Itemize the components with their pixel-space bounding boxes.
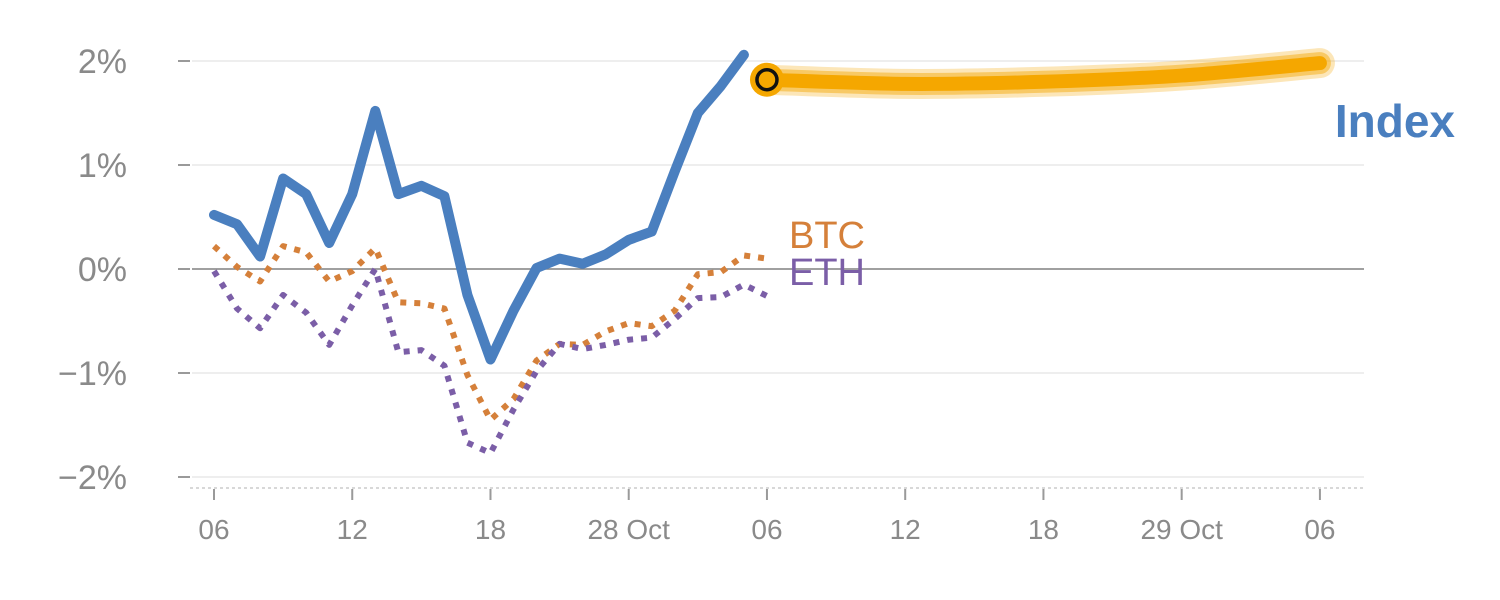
eth-series-label: ETH (789, 252, 865, 294)
x-tick-label: 29 Oct (1140, 514, 1223, 545)
x-tick-label: 06 (198, 514, 229, 545)
x-tick-label: 18 (1028, 514, 1059, 545)
y-tick-label: 0% (78, 251, 127, 289)
y-tick-label: 1% (78, 147, 127, 185)
forecast-band (751, 48, 1335, 99)
x-tick-label: 06 (1304, 514, 1335, 545)
y-tick-label: −2% (58, 459, 127, 497)
x-tick-label: 28 Oct (587, 514, 670, 545)
current-marker (749, 62, 784, 97)
series-lines (209, 49, 769, 457)
x-tick-label: 12 (337, 514, 368, 545)
x-axis: 06 12 18 28 Oct 06 12 18 29 Oct 06 (190, 487, 1364, 545)
forecast-band-line (759, 56, 1327, 91)
eth-series-line (211, 266, 769, 457)
y-tick-label: 2% (78, 43, 127, 81)
series-labels: Index BTC ETH (789, 95, 1455, 294)
btc-series-label: BTC (789, 215, 865, 257)
y-tick-label: −1% (58, 355, 127, 393)
x-tick-label: 12 (890, 514, 921, 545)
marker-dot (755, 67, 779, 92)
index-series-label: Index (1335, 95, 1456, 147)
index-series-line (209, 49, 749, 365)
x-tick-label: 06 (751, 514, 782, 545)
x-tick-label: 18 (475, 514, 506, 545)
btc-series-line (211, 243, 768, 423)
y-axis: 2% 1% 0% −1% −2% (58, 43, 190, 497)
